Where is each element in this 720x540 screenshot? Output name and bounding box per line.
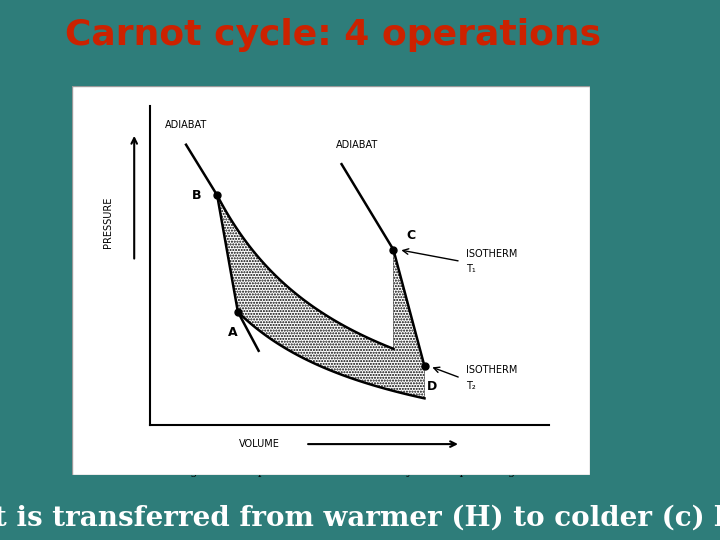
Text: ADIABAT: ADIABAT	[336, 140, 378, 150]
Text: VOLUME: VOLUME	[238, 439, 279, 449]
Text: ISOTHERM: ISOTHERM	[466, 248, 518, 259]
Text: Q1: Q1	[306, 150, 354, 180]
Polygon shape	[217, 195, 425, 399]
Text: Carnot cycle: 4 operations: Carnot cycle: 4 operations	[65, 18, 601, 52]
Text: A: A	[228, 326, 238, 339]
FancyBboxPatch shape	[72, 86, 590, 475]
Text: Heat is transferred from warmer (H) to colder (c) body: Heat is transferred from warmer (H) to c…	[0, 504, 720, 532]
Text: T₂: T₂	[466, 381, 476, 391]
Text: Fig. 2.15    Representation of a Carnot cycle on a p – V diagram.: Fig. 2.15 Representation of a Carnot cyc…	[179, 467, 541, 477]
Text: ADIABAT: ADIABAT	[165, 120, 207, 130]
Text: C: C	[406, 229, 415, 242]
Text: Begins at A: Begins at A	[178, 301, 356, 329]
Text: T₁: T₁	[466, 264, 476, 274]
Text: Q2: Q2	[384, 307, 432, 338]
Text: D: D	[427, 380, 437, 393]
Text: B: B	[192, 189, 202, 202]
Text: PRESSURE: PRESSURE	[103, 197, 113, 248]
Text: ISOTHERM: ISOTHERM	[466, 365, 518, 375]
